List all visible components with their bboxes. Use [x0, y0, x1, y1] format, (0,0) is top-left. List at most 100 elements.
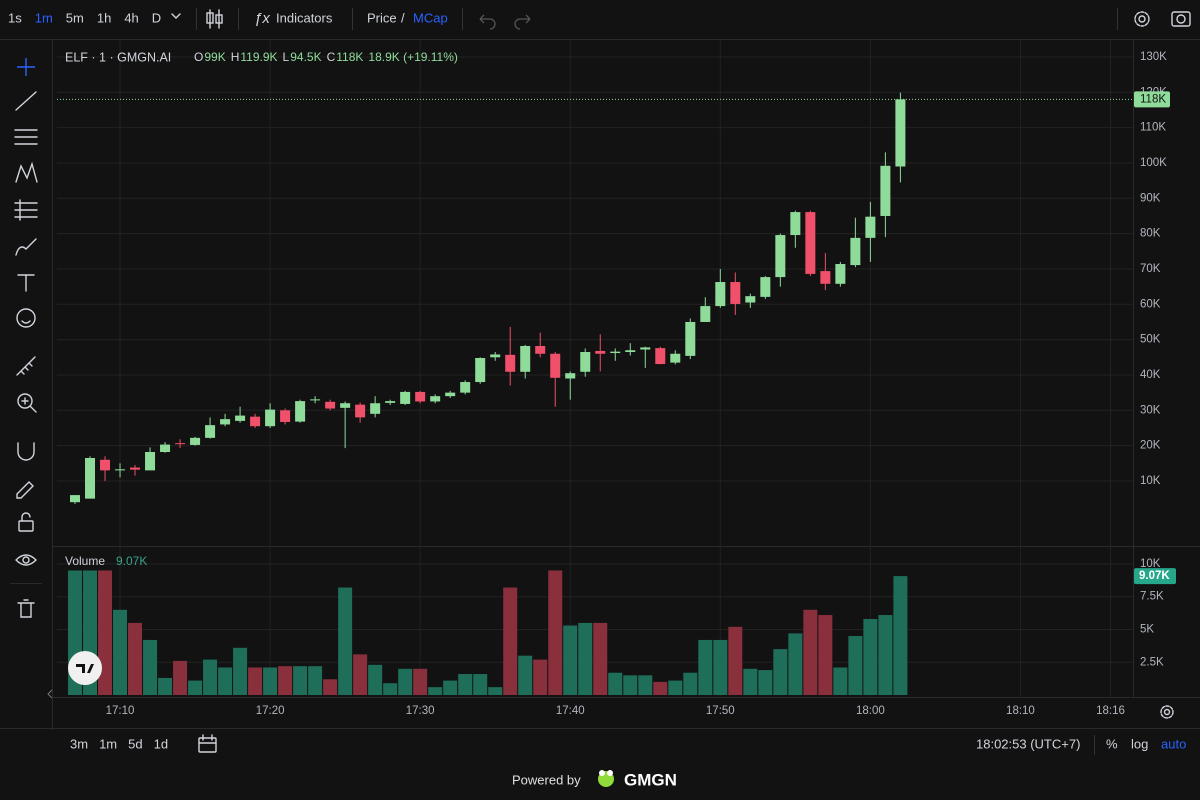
- volume-bar: [428, 687, 443, 695]
- fx-icon[interactable]: ƒx: [254, 10, 270, 27]
- range-button[interactable]: 5d: [128, 736, 142, 751]
- ohlc-key: H: [231, 50, 240, 64]
- clock: 18:02:53 (UTC+7): [976, 736, 1080, 751]
- lock-tool[interactable]: [18, 512, 34, 532]
- candle-body: [85, 458, 96, 499]
- candle-body: [70, 495, 81, 503]
- candle-body: [175, 443, 186, 445]
- x-tick-label: 18:00: [856, 705, 885, 717]
- price-toggle[interactable]: Price: [367, 10, 397, 25]
- emoji-tool[interactable]: [16, 308, 36, 328]
- volume-bar: [833, 667, 848, 695]
- candle-body: [205, 425, 216, 438]
- candle-body: [865, 216, 876, 238]
- ruler-tool[interactable]: [16, 356, 36, 376]
- brush-tool[interactable]: [15, 238, 37, 256]
- volume-title: Volume: [65, 554, 105, 568]
- horizontal-lines-tool[interactable]: [14, 129, 38, 145]
- text-tool[interactable]: [17, 274, 35, 292]
- settings-button[interactable]: [1134, 11, 1150, 27]
- interval-button[interactable]: 1h: [97, 10, 111, 25]
- screenshot-button[interactable]: [1171, 11, 1191, 27]
- volume-bar: [533, 659, 548, 695]
- redo-button[interactable]: [514, 14, 531, 30]
- volume-bar: [158, 677, 173, 695]
- auto-toggle[interactable]: auto: [1161, 736, 1186, 751]
- range-button[interactable]: 1m: [99, 736, 117, 751]
- tradingview-logo[interactable]: [68, 651, 102, 685]
- log-toggle[interactable]: log: [1131, 736, 1148, 751]
- candle-body: [700, 306, 711, 322]
- volume-bar: [758, 670, 773, 695]
- ohlc-key: C: [327, 50, 336, 64]
- candle-body: [715, 282, 726, 307]
- interval-button[interactable]: D: [152, 10, 161, 25]
- interval-button[interactable]: 1s: [8, 10, 22, 25]
- visibility-tool[interactable]: [15, 554, 37, 566]
- interval-bar: 1s 1m 5m 1h 4h D: [8, 10, 161, 25]
- indicators-button[interactable]: Indicators: [276, 10, 333, 25]
- candle-body: [685, 321, 696, 356]
- change-label: 18.9K (+19.11%): [368, 50, 458, 64]
- x-tick-label: 17:40: [556, 705, 585, 717]
- undo-button[interactable]: [479, 14, 496, 30]
- x-tick-label: 17:30: [406, 705, 435, 717]
- ohlc-value: 99K: [204, 50, 225, 64]
- percent-toggle[interactable]: %: [1106, 736, 1118, 751]
- y-tick-label: 30K: [1140, 404, 1161, 416]
- volume-bar: [593, 622, 608, 695]
- y-tick-label: 50K: [1140, 334, 1161, 346]
- delete-tool[interactable]: [17, 599, 35, 618]
- ohlc-legend: O 99K H 119.9K L 94.5K C 118K: [194, 50, 363, 64]
- crosshair-tool[interactable]: [17, 58, 35, 76]
- volume-bar: [98, 570, 113, 695]
- candle-body: [775, 235, 786, 278]
- y-tick-label: 110K: [1140, 122, 1166, 134]
- candle-body: [160, 444, 171, 452]
- lock-drawing-tool[interactable]: [16, 481, 34, 499]
- candle-body: [310, 399, 321, 401]
- volume-bar: [848, 636, 863, 695]
- range-button[interactable]: 3m: [70, 736, 88, 751]
- magnet-tool[interactable]: [17, 442, 35, 461]
- volume-bar: [878, 615, 893, 695]
- volume-tick-label: 7.5K: [1140, 591, 1164, 603]
- candle-body: [880, 165, 891, 216]
- volume-bar: [353, 654, 368, 695]
- candle-body: [445, 392, 456, 397]
- volume-bar: [668, 680, 683, 695]
- trend-line-tool[interactable]: [15, 91, 37, 111]
- volume-bar: [728, 626, 743, 695]
- goto-date-button[interactable]: [198, 734, 217, 753]
- candle-body: [760, 277, 771, 297]
- candle-body: [850, 237, 861, 266]
- candle-body: [460, 382, 471, 393]
- candle-body: [430, 396, 441, 402]
- chart-type-button[interactable]: [206, 9, 223, 29]
- volume-last-label: 9.07K: [116, 554, 147, 568]
- interval-button[interactable]: 4h: [124, 10, 138, 25]
- volume-tick-label: 10K: [1140, 558, 1161, 570]
- axis-settings-button[interactable]: [1160, 705, 1174, 719]
- interval-button[interactable]: 1m: [35, 10, 53, 25]
- volume-tick-label: 2.5K: [1140, 656, 1164, 668]
- volume-marker: [1134, 568, 1176, 585]
- y-tick-label: 80K: [1140, 228, 1161, 240]
- zoom-tool[interactable]: [17, 393, 37, 413]
- volume-marker-label: 9.07K: [1139, 570, 1170, 582]
- mcap-toggle[interactable]: MCap: [413, 10, 448, 25]
- volume-bar: [383, 683, 398, 695]
- pattern-tool[interactable]: [15, 161, 38, 183]
- fib-tool[interactable]: [14, 199, 38, 221]
- candle-body: [550, 353, 561, 378]
- interval-button[interactable]: 5m: [66, 10, 84, 25]
- interval-dropdown[interactable]: [171, 13, 181, 19]
- volume-bar: [743, 668, 758, 695]
- range-button[interactable]: 1d: [154, 736, 168, 751]
- volume-bar: [473, 674, 488, 695]
- volume-bar: [623, 675, 638, 695]
- scroll-left[interactable]: [47, 689, 53, 699]
- volume-bar: [608, 672, 623, 695]
- y-tick-label: 70K: [1140, 263, 1161, 275]
- y-tick-label: 10K: [1140, 475, 1161, 487]
